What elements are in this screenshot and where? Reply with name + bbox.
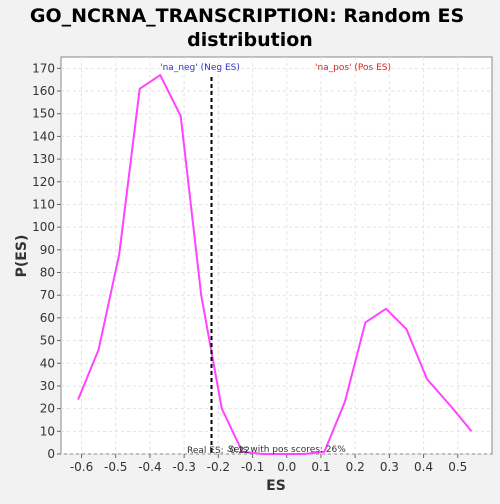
x-tick-label: 0.3 <box>380 460 399 474</box>
x-tick-label: 0.5 <box>448 460 467 474</box>
y-tick-label: 150 <box>32 107 55 121</box>
y-tick-label: 60 <box>40 311 55 325</box>
y-tick-label: 170 <box>32 61 55 75</box>
x-tick-label: -0.3 <box>172 460 195 474</box>
y-tick-label: 30 <box>40 379 55 393</box>
neg-es-label: 'na_neg' (Neg ES) <box>160 63 240 73</box>
annotation-layer: 'na_neg' (Neg ES) 'na_pos' (Pos ES) Real… <box>160 63 391 456</box>
y-axis-label: P(ES) <box>14 235 30 278</box>
x-tick-label: -0.5 <box>104 460 127 474</box>
y-tick-label: 10 <box>40 424 55 438</box>
chart-title-line-2: distribution <box>187 29 313 51</box>
series-layer <box>77 74 473 455</box>
x-tick-label: -0.4 <box>138 460 161 474</box>
x-tick-label: 0.2 <box>346 460 365 474</box>
pos-es-label: 'na_pos' (Pos ES) <box>315 63 391 73</box>
y-axis-ticks: 0 10 20 30 40 50 60 70 80 90 100 110 120 130 140 150 160… <box>32 61 61 461</box>
y-tick-label: 130 <box>32 152 55 166</box>
grid-lines <box>61 57 492 455</box>
x-tick-label: -0.2 <box>207 460 230 474</box>
y-tick-label: 90 <box>40 243 55 257</box>
x-axis-ticks: -0.6 -0.5 -0.4 -0.3 -0.2 -0.1 0.0 0.1 0.2 0.3 0.4 0… <box>70 454 467 474</box>
y-tick-label: 80 <box>40 266 55 280</box>
x-tick-label: -0.1 <box>241 460 264 474</box>
y-tick-label: 100 <box>32 220 55 234</box>
x-tick-label: 0.4 <box>414 460 433 474</box>
y-tick-label: 0 <box>47 447 55 461</box>
y-tick-label: 20 <box>40 402 55 416</box>
y-tick-label: 160 <box>32 84 55 98</box>
x-tick-label: -0.6 <box>70 460 93 474</box>
y-tick-label: 110 <box>32 197 55 211</box>
x-axis-label: ES <box>266 478 286 494</box>
real-es-label: Real ES: -0.22 <box>187 446 250 456</box>
y-tick-label: 140 <box>32 129 55 143</box>
series-line <box>77 74 473 455</box>
chart-title-line-1: GO_NCRNA_TRANSCRIPTION: Random ES <box>30 5 464 27</box>
x-tick-label: 0.0 <box>277 460 296 474</box>
y-tick-label: 120 <box>32 175 55 189</box>
plot-area <box>60 56 493 455</box>
x-tick-label: 0.1 <box>311 460 330 474</box>
sets-pos-scores-label: Sets with pos scores: 26% <box>228 445 346 455</box>
y-tick-label: 50 <box>40 334 55 348</box>
y-tick-label: 40 <box>40 356 55 370</box>
y-tick-label: 70 <box>40 288 55 302</box>
